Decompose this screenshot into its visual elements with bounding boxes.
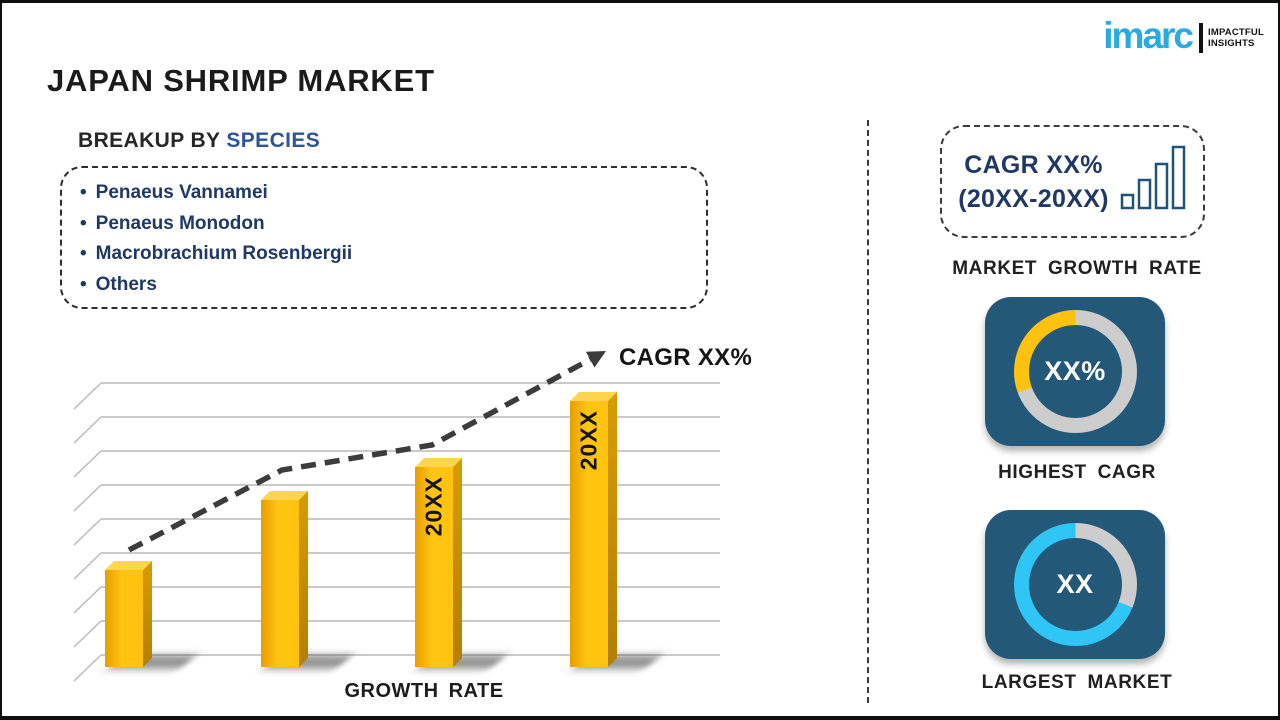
bar-shadow [107, 655, 197, 669]
imarc-logo: imarc IMPACTFUL INSIGHTS [1103, 17, 1264, 55]
bar-2 [261, 491, 308, 667]
donut-chart-highest-cagr: XX% [1013, 310, 1137, 433]
bar-side-face [453, 458, 462, 667]
bar-1 [105, 561, 152, 667]
bullet-icon: • [80, 182, 87, 203]
bar-top-face [261, 491, 308, 500]
species-list-box: • Penaeus Vannamei • Penaeus Monodon • Macr… [60, 166, 708, 309]
bar-4: 20XX [570, 392, 617, 667]
bar-front-face: 20XX [570, 401, 608, 667]
imarc-logo-wordmark: imarc [1103, 15, 1194, 56]
species-name: Others [95, 273, 157, 295]
section-subtitle: BREAKUP BY SPECIES [78, 129, 320, 153]
arrowhead-icon [585, 351, 606, 368]
vertical-divider [867, 120, 869, 703]
bar-shadow [417, 655, 507, 669]
bar-front-face: 20XX [415, 467, 453, 667]
bar-top-face [105, 561, 152, 570]
bar-shadow [572, 655, 662, 669]
cagr-summary-box: CAGR XX% (20XX-20XX) [940, 125, 1205, 238]
subtitle-prefix: BREAKUP BY [78, 129, 221, 152]
bar-front-face [105, 570, 143, 667]
bar-side-face [299, 491, 308, 667]
logo-tagline: IMPACTFUL INSIGHTS [1208, 27, 1264, 49]
bar-side-face [143, 561, 152, 667]
bullet-icon: • [80, 243, 87, 264]
species-name: Penaeus Monodon [95, 212, 265, 234]
list-item: • Penaeus Vannamei [80, 178, 688, 209]
bar-chart-icon [1119, 144, 1187, 219]
cagr-period: (20XX-20XX) [958, 184, 1109, 213]
list-item: • Others [80, 270, 688, 301]
highest-cagr-label: HIGHEST CAGR [998, 462, 1156, 483]
largest-market-label: LARGEST MARKET [981, 672, 1173, 693]
bar-side-face [608, 392, 617, 667]
bar-year-label: 20XX [420, 476, 447, 537]
x-axis-label: GROWTH RATE [344, 680, 504, 702]
largest-market-value: XX [1056, 569, 1094, 599]
bar-top-face [415, 458, 462, 467]
donut-hole: XX% [1028, 325, 1122, 418]
species-name: Macrobrachium Rosenbergii [95, 243, 353, 264]
bar-year-label: 20XX [575, 410, 602, 471]
donut-hole: XX [1028, 538, 1122, 631]
page-title: JAPAN SHRIMP MARKET [47, 63, 435, 98]
largest-market-tile: XX [985, 510, 1165, 659]
cagr-value: CAGR XX% [964, 150, 1103, 179]
species-list: • Penaeus Vannamei • Penaeus Monodon • Macr… [80, 178, 688, 300]
logo-tagline-line2: INSIGHTS [1208, 38, 1255, 49]
logo-tagline-line1: IMPACTFUL [1208, 27, 1264, 38]
highest-cagr-value: XX% [1044, 356, 1106, 386]
cagr-trend-label: CAGR XX% [619, 344, 753, 371]
bar-front-face [261, 500, 299, 667]
bar-3: 20XX [415, 458, 462, 667]
bullet-icon: • [80, 273, 87, 295]
bar-shadow [263, 655, 353, 669]
subtitle-highlight: SPECIES [226, 129, 321, 152]
bullet-icon: • [80, 212, 87, 234]
species-name: Penaeus Vannamei [95, 182, 268, 203]
list-item: • Macrobrachium Rosenbergii [80, 239, 688, 270]
list-item: • Penaeus Monodon [80, 209, 688, 240]
logo-separator [1199, 23, 1204, 53]
bar-top-face [570, 392, 617, 401]
cagr-summary-text: CAGR XX% (20XX-20XX) [958, 148, 1109, 216]
donut-chart-largest-market: XX [1013, 523, 1137, 646]
highest-cagr-tile: XX% [985, 297, 1165, 446]
market-growth-rate-label: MARKET GROWTH RATE [952, 258, 1202, 279]
